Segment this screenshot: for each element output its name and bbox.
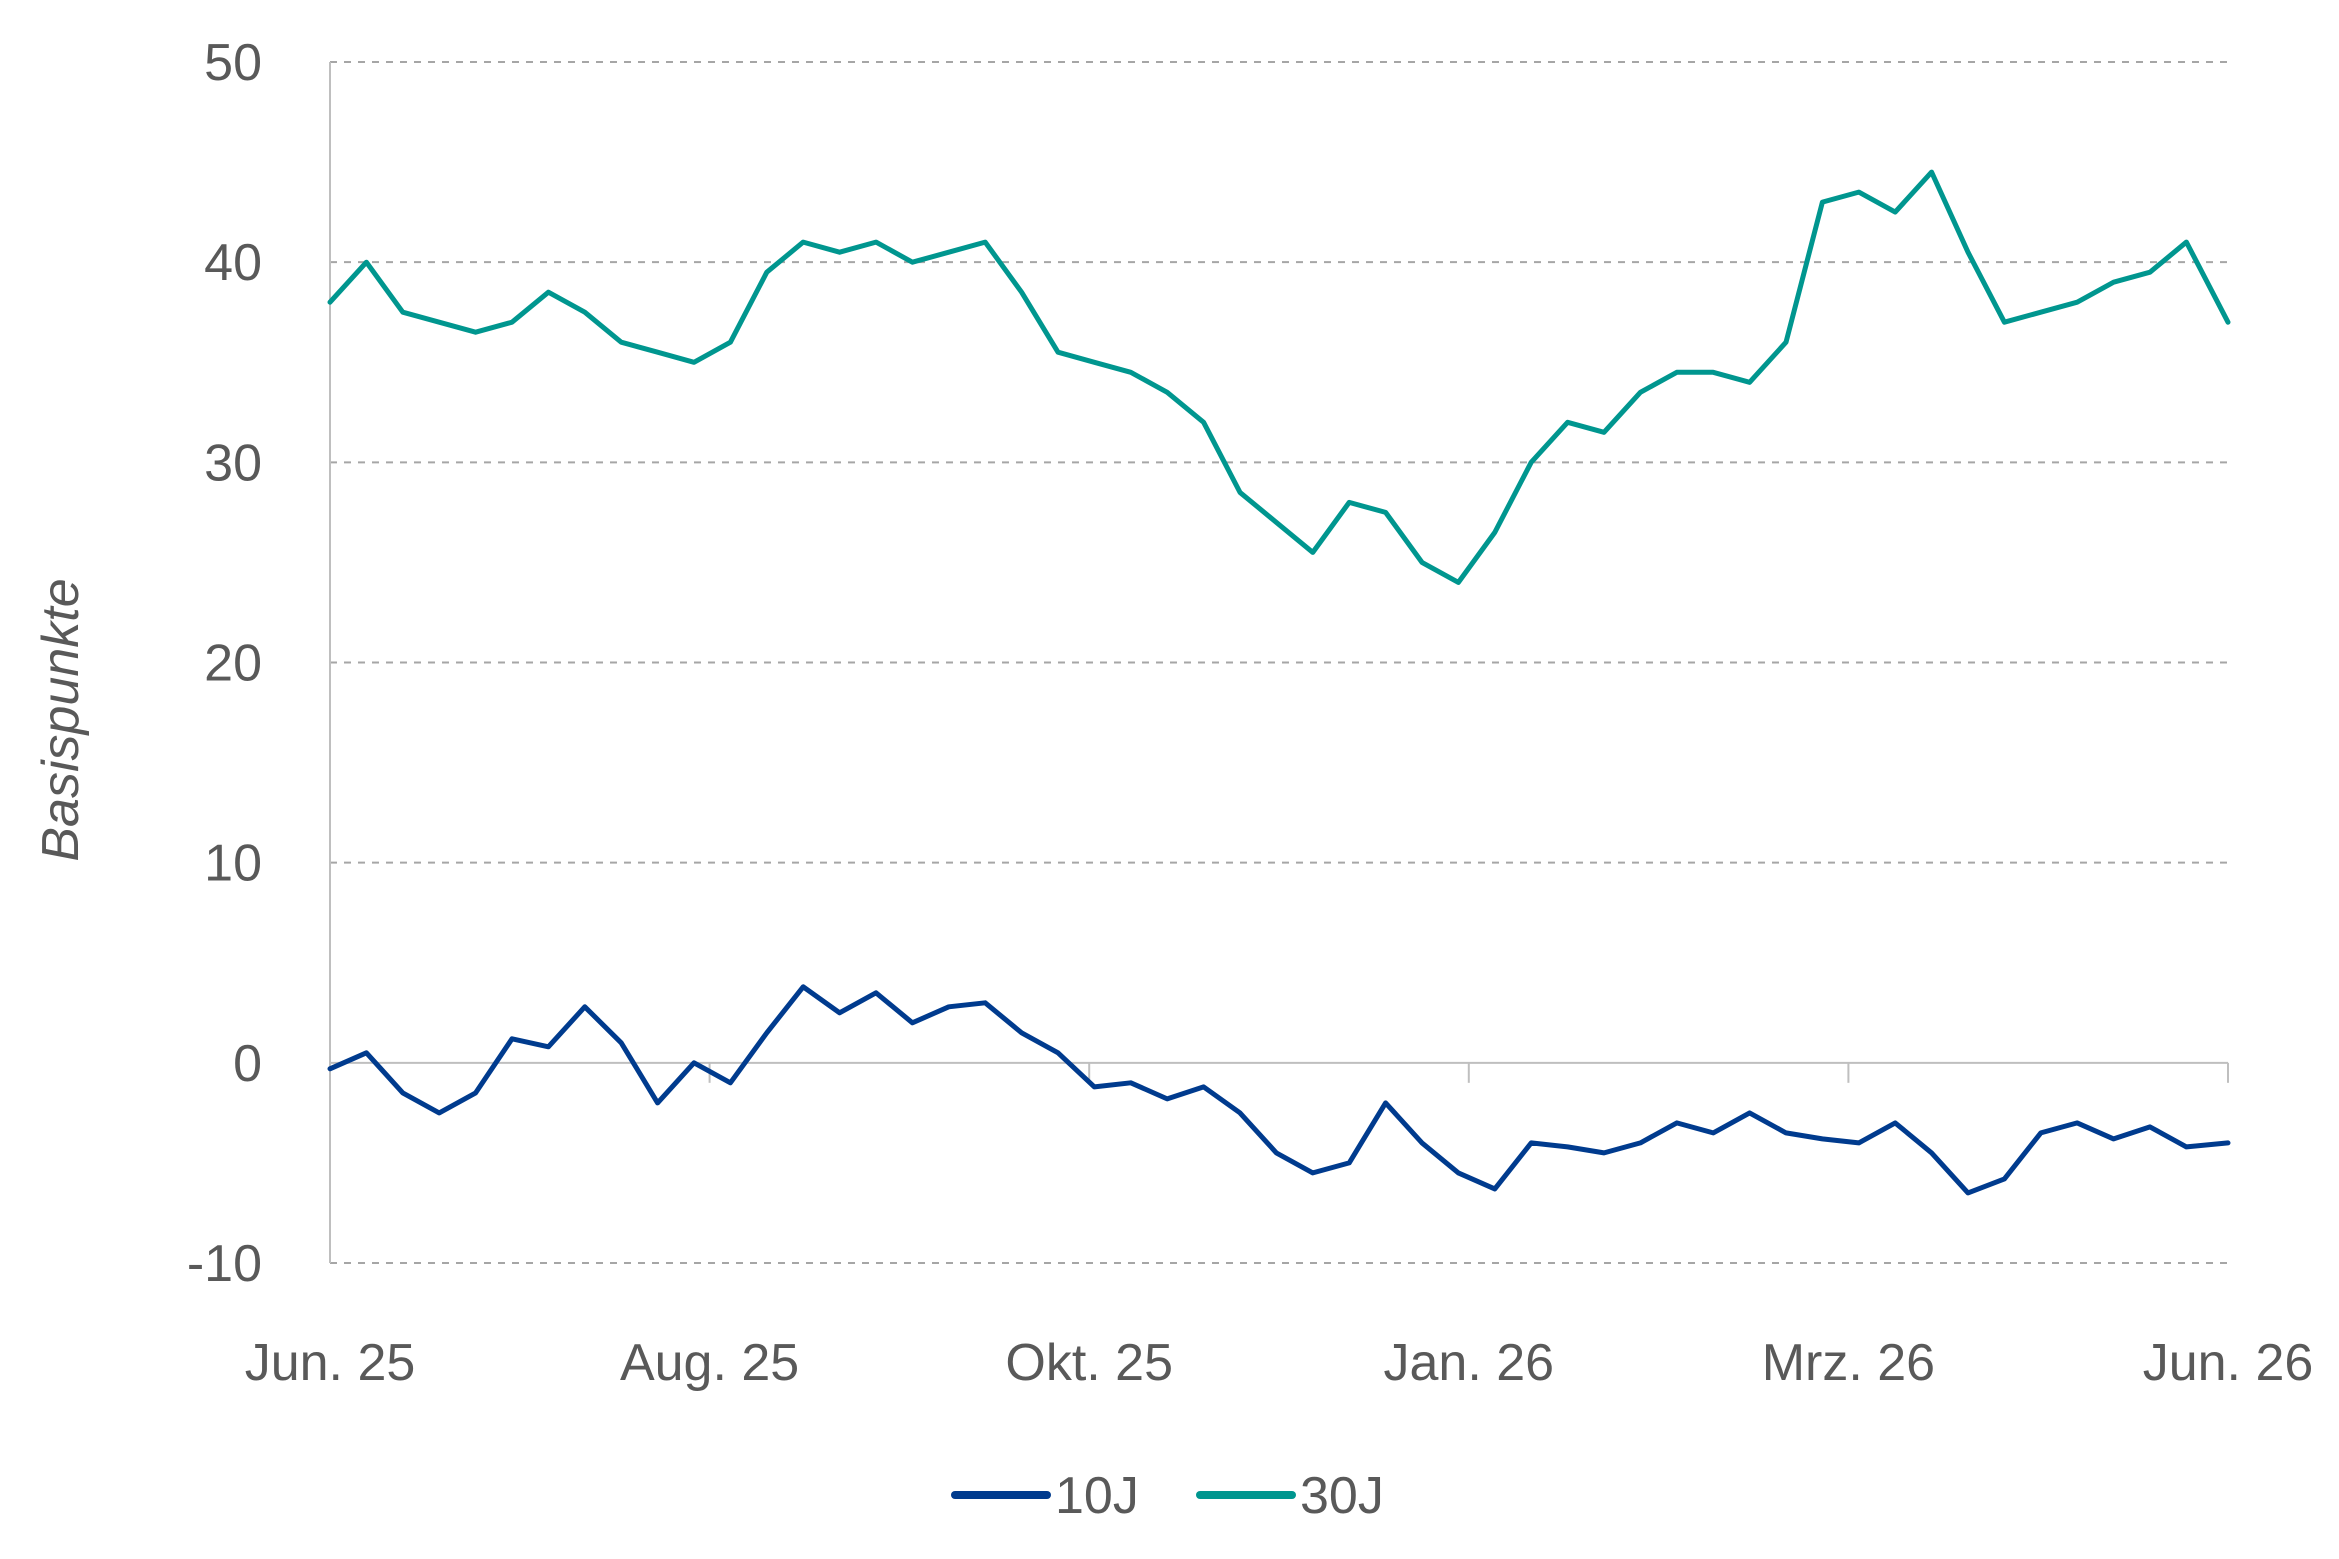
y-tick-label: 40 — [204, 234, 262, 292]
grid-lines — [330, 61, 2228, 1264]
series-line-30j — [327, 169, 2231, 585]
legend-label: 30J — [1300, 1467, 1384, 1525]
y-tick-label: 10 — [204, 835, 262, 893]
x-tick-label: Jan. 26 — [1384, 1334, 1555, 1392]
y-tick-label: 30 — [204, 434, 262, 492]
y-tick-label: -10 — [187, 1235, 262, 1293]
y-axis-title: Basispunkte — [32, 578, 90, 861]
legend: 10J 30J — [951, 1467, 1384, 1525]
x-tick-label: Mrz. 26 — [1762, 1334, 1935, 1392]
x-tick-label: Jun. 25 — [245, 1334, 416, 1392]
x-tick-label: Okt. 25 — [1005, 1334, 1173, 1392]
x-tick-label: Jun. 26 — [2143, 1334, 2314, 1392]
series-line-10j — [327, 984, 2231, 1196]
y-tick-label: 50 — [204, 34, 262, 92]
y-tick-label: 20 — [204, 635, 262, 693]
y-tick-label: 0 — [233, 1035, 262, 1093]
series-lines — [327, 169, 2231, 1196]
x-tick-label: Aug. 25 — [620, 1334, 799, 1392]
x-axis: Jun. 25 Aug. 25 Okt. 25 Jan. 26 Mrz. 26 Jun. … — [245, 62, 2314, 1392]
legend-label: 10J — [1055, 1467, 1139, 1525]
y-axis-ticks: -10 0 10 20 30 40 50 — [187, 34, 262, 1293]
